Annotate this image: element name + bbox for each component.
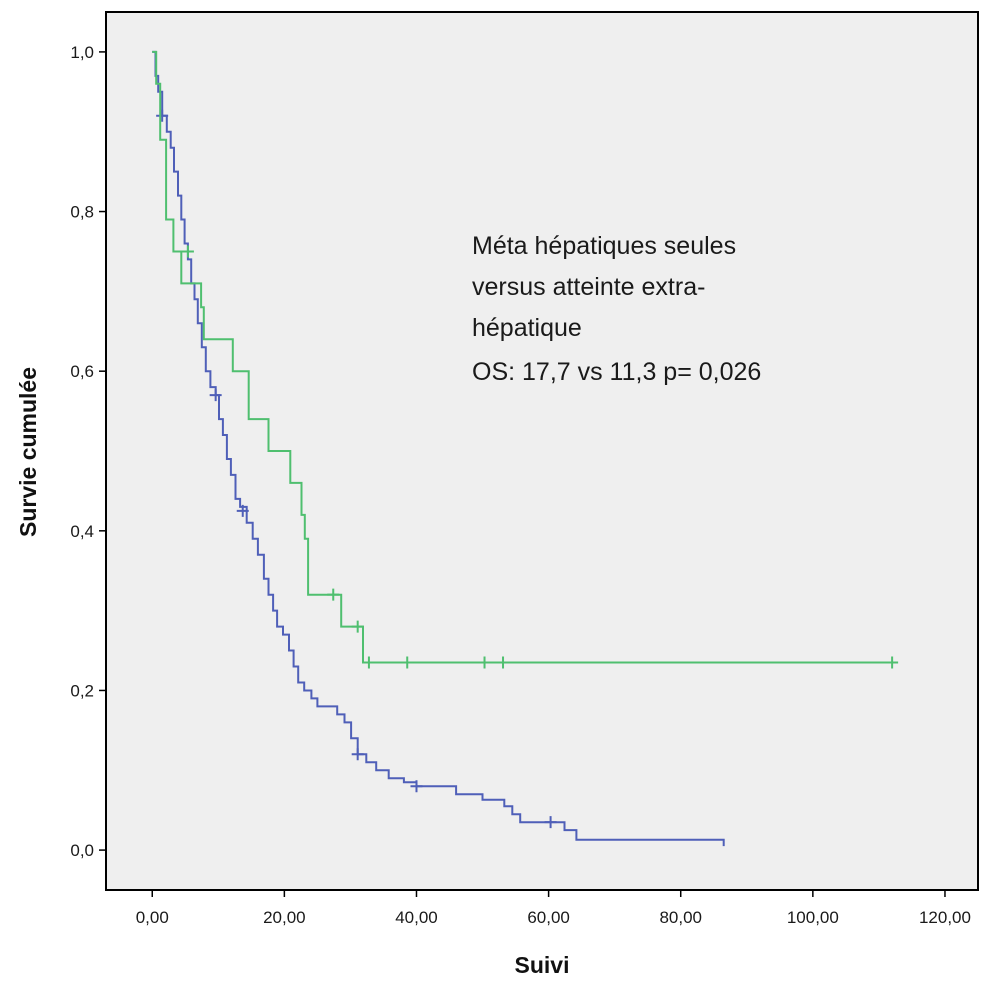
y-tick-label: 0,4 xyxy=(70,522,94,541)
y-tick-label: 0,8 xyxy=(70,203,94,222)
x-axis-title: Suivi xyxy=(515,952,570,978)
survival-line-series-2 xyxy=(152,50,893,664)
y-tick-label: 1,0 xyxy=(70,43,94,62)
annotation-line-2: versus atteinte extra- xyxy=(472,273,705,301)
censor-mark xyxy=(478,656,491,669)
x-tick-label: 0,00 xyxy=(136,908,169,927)
y-tick-label: 0,6 xyxy=(70,362,94,381)
x-tick-label: 120,00 xyxy=(919,908,971,927)
censor-mark xyxy=(236,504,249,517)
y-axis-title: Survie cumulée xyxy=(15,367,41,537)
y-tick-label: 0,0 xyxy=(70,841,94,860)
censor-mark xyxy=(327,588,340,601)
series-1 xyxy=(152,50,725,847)
x-tick-label: 80,00 xyxy=(659,908,702,927)
annotation-line-4: OS: 17,7 vs 11,3 p= 0,026 xyxy=(472,358,761,386)
censor-mark xyxy=(410,780,423,793)
censor-mark xyxy=(544,816,557,829)
censor-mark xyxy=(156,109,169,122)
censor-mark xyxy=(362,656,375,669)
censor-mark xyxy=(351,620,364,633)
censor-mark xyxy=(497,656,510,669)
survival-curves xyxy=(152,50,899,847)
x-axis: 0,00 20,00 40,00 60,00 80,00 100,00 120,00 xyxy=(136,890,971,927)
plot-area xyxy=(105,11,979,891)
censor-mark xyxy=(351,748,364,761)
y-axis: 0,0 0,2 0,4 0,6 0,8 1,0 xyxy=(70,43,106,860)
annotation-line-3: hépatique xyxy=(472,314,582,342)
chart-annotation: Méta hépatiques seules versus atteinte e… xyxy=(472,232,761,386)
x-tick-label: 100,00 xyxy=(787,908,839,927)
censor-mark xyxy=(209,389,222,402)
censor-mark xyxy=(181,245,194,258)
survival-line-series-1 xyxy=(152,50,725,847)
y-tick-label: 0,2 xyxy=(70,681,94,700)
x-tick-label: 60,00 xyxy=(527,908,570,927)
x-tick-label: 20,00 xyxy=(263,908,306,927)
x-tick-label: 40,00 xyxy=(395,908,438,927)
annotation-line-1: Méta hépatiques seules xyxy=(472,232,736,260)
series-2 xyxy=(152,50,899,669)
censor-mark xyxy=(886,656,899,669)
censor-mark xyxy=(401,656,414,669)
